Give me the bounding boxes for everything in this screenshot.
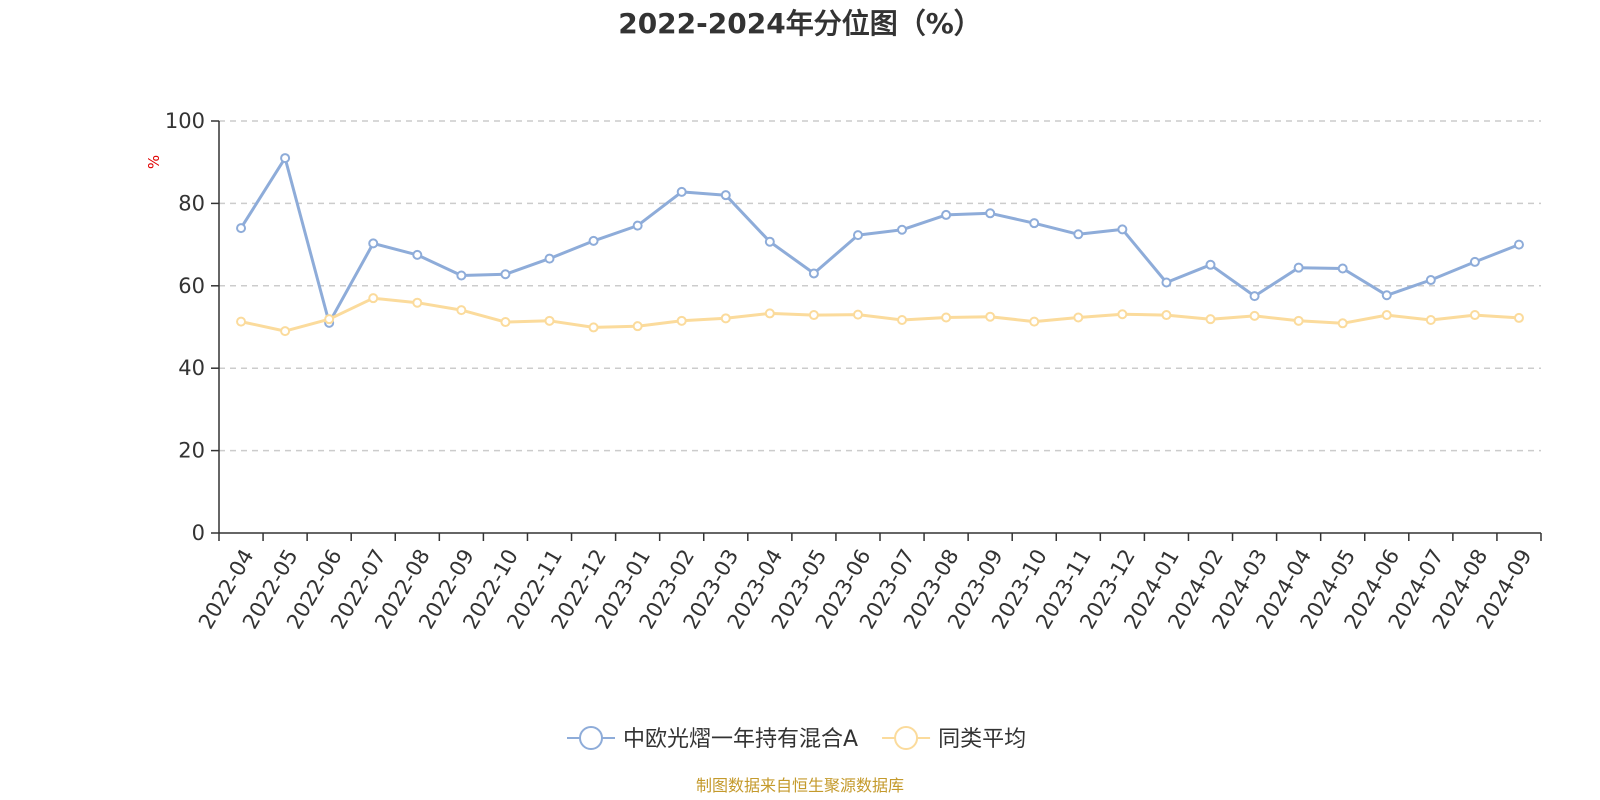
data-point [808, 268, 819, 279]
data-point [1029, 316, 1040, 327]
series-line [240, 296, 1520, 333]
data-point [280, 153, 291, 164]
data-point [1117, 309, 1128, 320]
data-point [676, 315, 687, 326]
data-point [764, 308, 775, 319]
data-point [1293, 262, 1304, 273]
y-tick-label: 0 [192, 521, 205, 545]
data-point [368, 293, 379, 304]
legend-label: 同类平均 [938, 727, 1026, 752]
data-point [1425, 314, 1436, 325]
data-point [280, 326, 291, 337]
y-tick-label: 60 [178, 274, 205, 298]
legend: 中欧光熠一年持有混合A 同类平均 [567, 726, 1026, 752]
data-point [1249, 310, 1260, 321]
data-point [588, 235, 599, 246]
series-layer [236, 153, 1524, 337]
data-point [236, 223, 247, 234]
data-point [632, 321, 643, 332]
data-point [897, 224, 908, 235]
data-point [764, 236, 775, 247]
data-point [1205, 259, 1216, 270]
data-point [632, 220, 643, 231]
data-point [544, 253, 555, 264]
data-point [941, 312, 952, 323]
y-tick-label: 40 [178, 356, 205, 380]
data-point [985, 208, 996, 219]
data-point [456, 270, 467, 281]
y-axis-unit: % [145, 155, 163, 169]
data-point [236, 316, 247, 327]
data-point [897, 314, 908, 325]
y-tick-label: 80 [178, 191, 205, 215]
legend-item-1: 中欧光熠一年持有混合A [567, 726, 858, 752]
data-point [1293, 315, 1304, 326]
data-point [1513, 239, 1524, 250]
data-point [1337, 263, 1348, 274]
data-point [852, 309, 863, 320]
data-point [1469, 256, 1480, 267]
data-point [1381, 290, 1392, 301]
series-1 [236, 153, 1524, 328]
data-point [720, 313, 731, 324]
data-point [1381, 310, 1392, 321]
data-point [1029, 218, 1040, 229]
data-point [500, 269, 511, 280]
data-point [412, 249, 423, 260]
data-point [412, 297, 423, 308]
data-point [1513, 312, 1524, 323]
data-point [1337, 318, 1348, 329]
series-2 [236, 293, 1524, 337]
data-point [1161, 310, 1172, 321]
legend-marker [894, 726, 919, 750]
data-point [1249, 291, 1260, 302]
grid-lines [219, 120, 1541, 452]
axes: 0204060801002022-042022-052022-062022-07… [165, 109, 1542, 633]
data-point [1073, 229, 1084, 240]
data-point [1161, 277, 1172, 288]
data-point [941, 209, 952, 220]
data-point [456, 305, 467, 316]
legend-item-2: 同类平均 [882, 726, 1026, 752]
data-point [1117, 224, 1128, 235]
data-point [588, 322, 599, 333]
data-point [500, 317, 511, 328]
data-point [808, 310, 819, 321]
legend-label: 中欧光熠一年持有混合A [623, 727, 858, 752]
source-note: 制图数据来自恒生聚源数据库 [696, 776, 904, 795]
y-tick-label: 100 [165, 109, 205, 133]
data-point [544, 315, 555, 326]
chart-title: 2022-2024年分位图（%） [618, 7, 982, 40]
data-point [852, 230, 863, 241]
data-point [1205, 314, 1216, 325]
y-tick-label: 20 [178, 439, 205, 463]
data-point [1469, 310, 1480, 321]
data-point [985, 311, 996, 322]
data-point [324, 314, 335, 325]
data-point [1425, 275, 1436, 286]
data-point [368, 238, 379, 249]
data-point [1073, 312, 1084, 323]
legend-marker [579, 726, 603, 750]
data-point [720, 190, 731, 201]
data-point [676, 186, 687, 197]
series-line [239, 156, 1520, 325]
